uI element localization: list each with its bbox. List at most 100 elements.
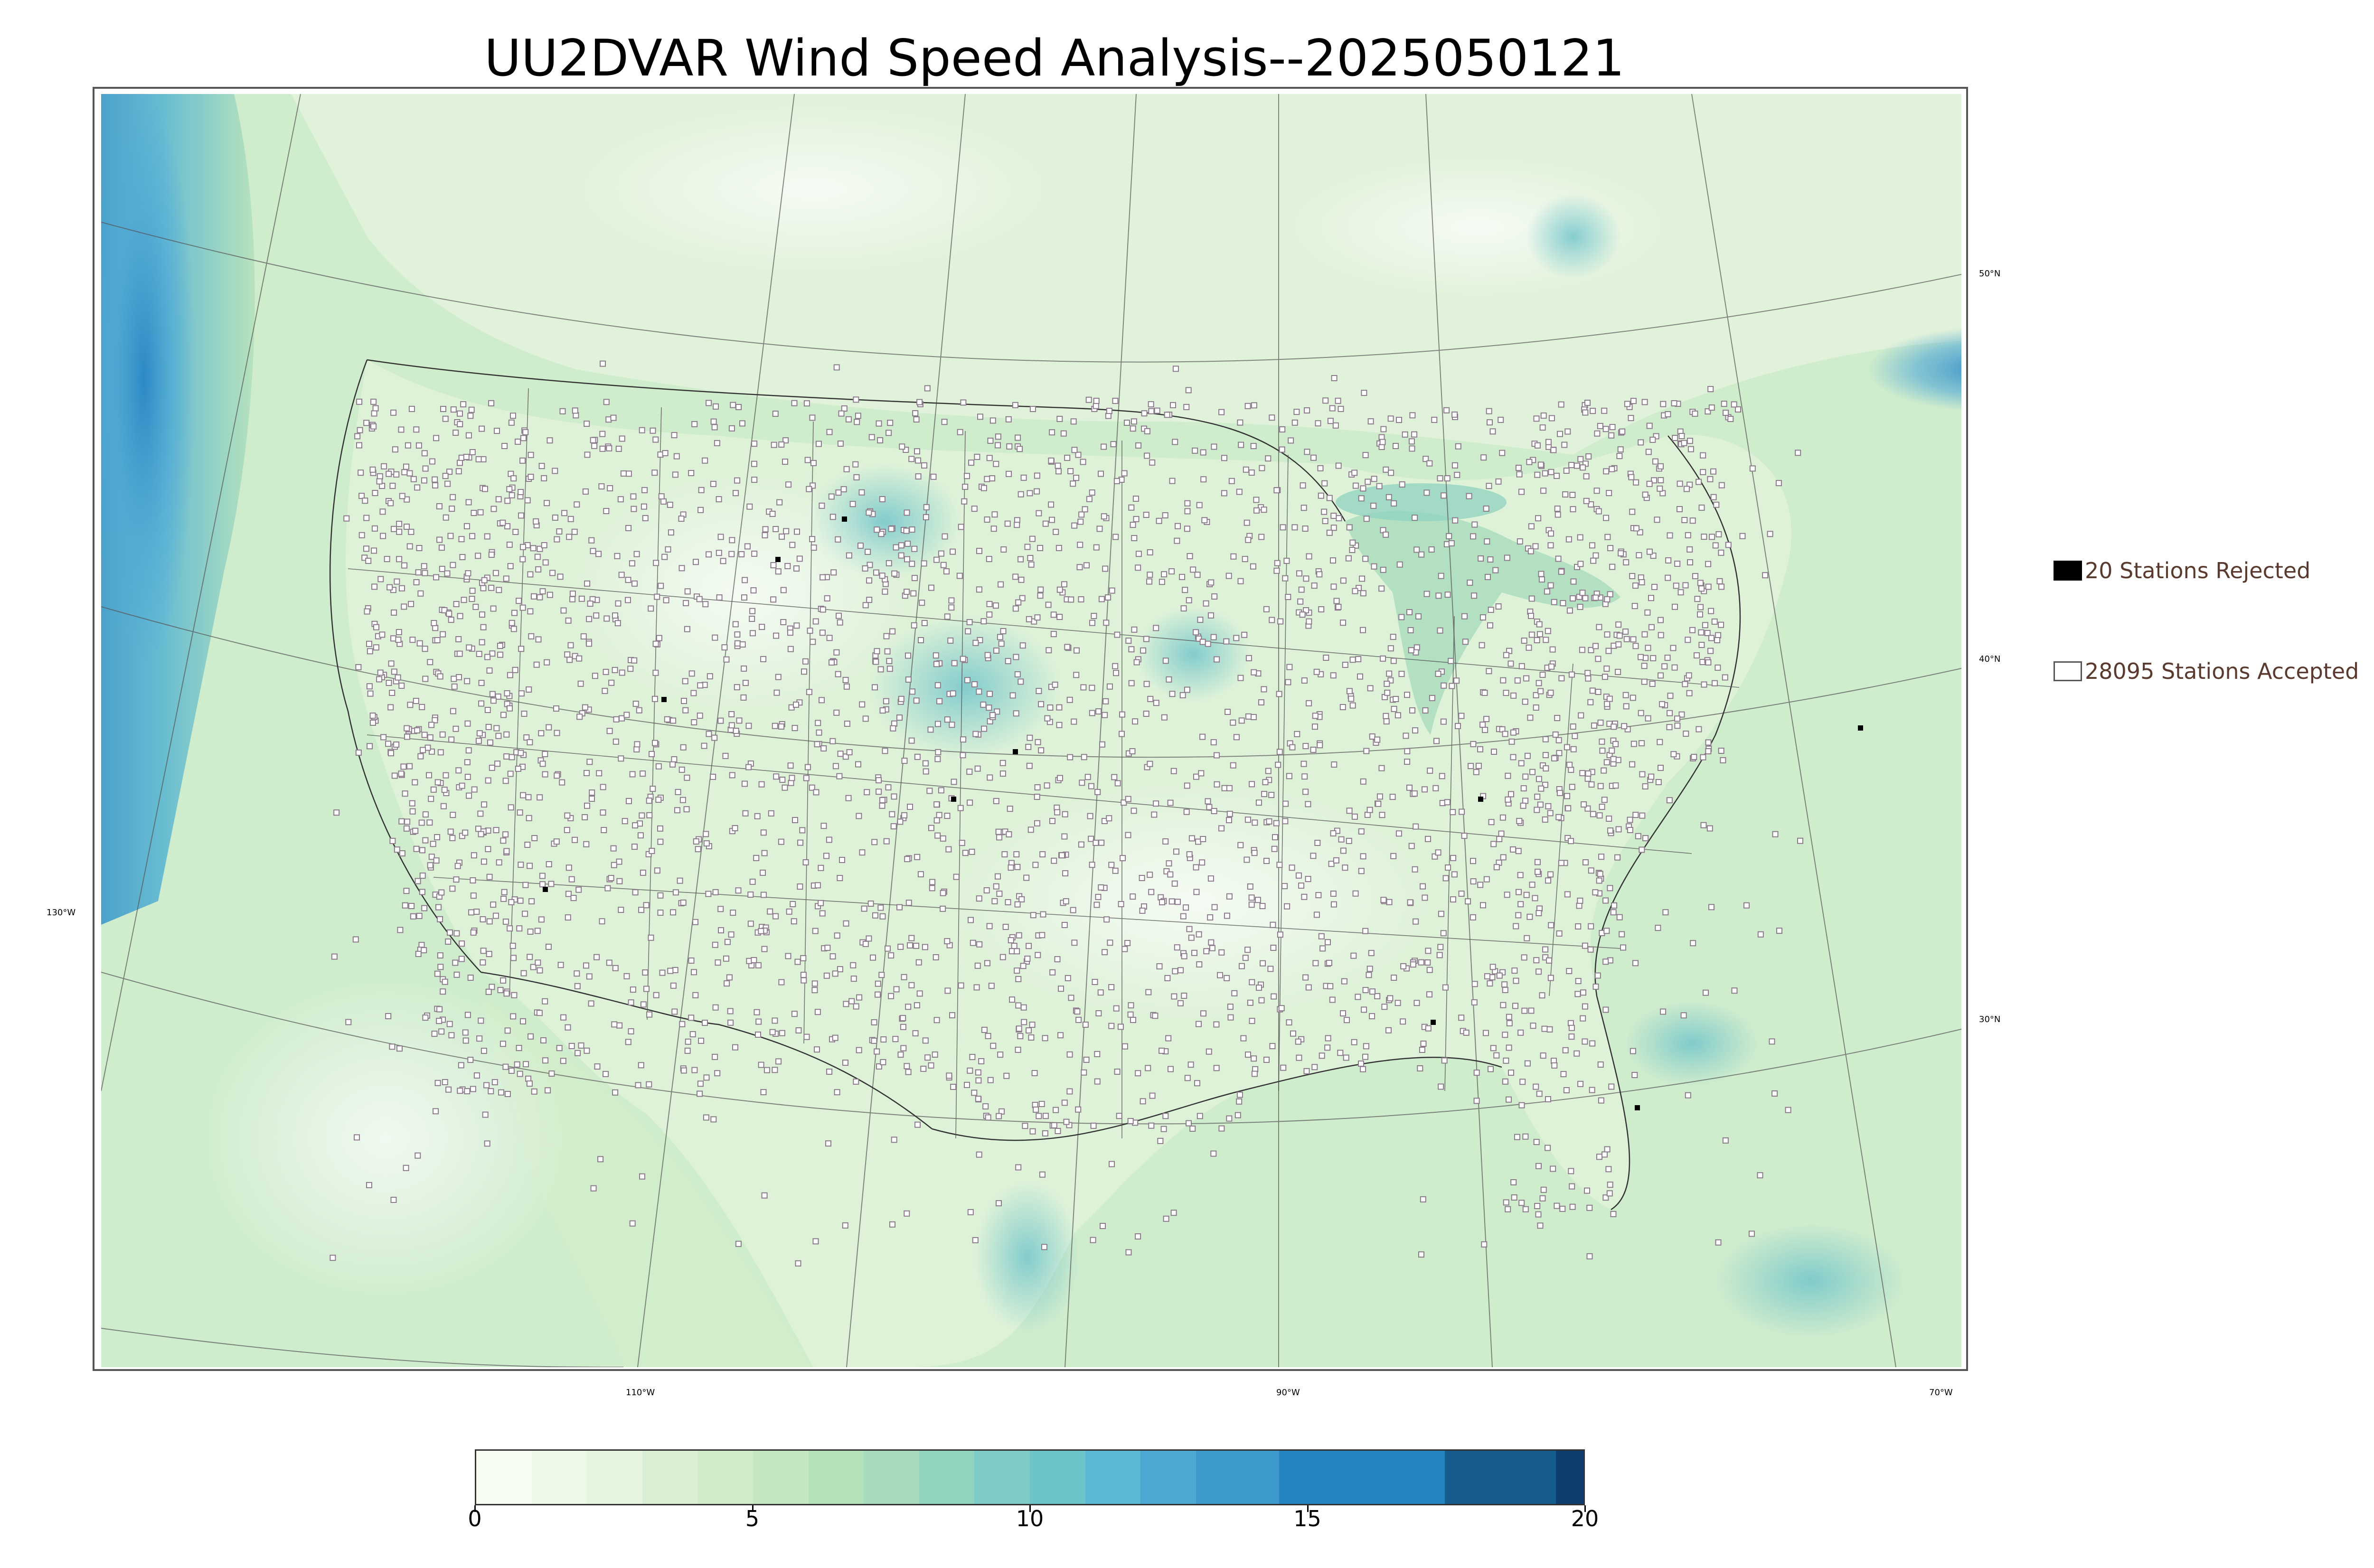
station-marker [668, 529, 674, 536]
station-marker [1412, 515, 1418, 521]
station-marker [1251, 669, 1257, 676]
station-marker [1330, 583, 1337, 590]
station-marker [1485, 573, 1491, 580]
station-marker [1413, 918, 1419, 925]
station-marker [1666, 724, 1673, 731]
station-marker [908, 935, 915, 941]
station-marker [1184, 782, 1190, 789]
station-marker [773, 773, 780, 780]
station-marker [935, 749, 942, 755]
station-marker [1289, 744, 1296, 751]
station-marker [1615, 668, 1621, 675]
station-marker [717, 534, 724, 540]
station-marker [1536, 680, 1542, 686]
station-marker [468, 406, 475, 413]
station-marker [1694, 596, 1701, 602]
station-marker [1597, 423, 1603, 429]
station-marker [848, 998, 855, 1005]
colorbar-segment [531, 1451, 587, 1504]
station-marker [911, 545, 918, 552]
station-marker [1184, 686, 1190, 693]
station-marker [769, 510, 776, 517]
station-marker [1501, 981, 1508, 988]
station-marker [1714, 637, 1721, 643]
station-marker [1499, 814, 1506, 821]
station-marker [1436, 952, 1443, 958]
station-marker [690, 690, 697, 696]
station-marker [1685, 1092, 1691, 1099]
station-marker [596, 770, 603, 777]
station-marker [672, 967, 678, 973]
station-marker [520, 435, 527, 441]
station-marker [950, 1084, 957, 1090]
colorbar-tick-label: 15 [1293, 1506, 1321, 1531]
station-marker [1419, 1047, 1425, 1053]
station-marker [1196, 961, 1203, 967]
station-marker [1550, 1165, 1556, 1172]
station-marker [990, 526, 997, 532]
station-marker [467, 413, 474, 419]
station-marker [401, 469, 408, 476]
station-marker [927, 726, 934, 733]
station-marker [809, 536, 816, 543]
station-marker [1514, 677, 1521, 684]
station-marker [991, 898, 998, 904]
station-marker [1135, 442, 1142, 449]
station-marker [728, 425, 735, 432]
station-marker [739, 420, 745, 427]
station-marker [729, 537, 735, 544]
station-marker [586, 640, 593, 647]
station-marker [1341, 978, 1347, 985]
station-marker [1130, 418, 1137, 425]
station-marker [924, 385, 931, 392]
station-marker [653, 992, 659, 998]
station-marker [1261, 507, 1267, 513]
station-marker [1253, 497, 1260, 503]
parallel-20n [101, 1328, 624, 1367]
station-marker [540, 1037, 546, 1043]
station-marker [1187, 1061, 1194, 1068]
station-marker [559, 779, 565, 786]
station-marker [671, 1008, 678, 1015]
station-marker [1674, 561, 1681, 567]
station-marker [1076, 564, 1083, 571]
station-marker [1148, 401, 1154, 408]
station-marker [823, 853, 829, 859]
station-marker [1068, 995, 1074, 1001]
station-marker [393, 742, 400, 748]
station-marker [1034, 784, 1041, 790]
station-marker [1237, 578, 1244, 584]
station-marker [508, 899, 515, 905]
station-marker [980, 485, 987, 491]
station-marker [887, 420, 894, 426]
station-marker [1190, 566, 1196, 573]
station-marker [1042, 1035, 1048, 1042]
station-marker [1484, 973, 1490, 980]
station-marker [489, 984, 495, 990]
station-marker [1710, 468, 1716, 475]
station-marker [480, 916, 486, 922]
station-marker [1244, 403, 1251, 409]
station-marker [1510, 754, 1517, 761]
station-marker [1678, 433, 1685, 439]
station-marker [1011, 943, 1017, 949]
station-marker [1145, 989, 1152, 995]
station-marker [524, 497, 531, 504]
wind-speed-map[interactable] [101, 94, 1961, 1367]
station-marker [1568, 1168, 1574, 1174]
station-marker [557, 962, 564, 968]
station-marker [1601, 767, 1607, 774]
station-marker [1413, 1000, 1420, 1006]
station-marker [859, 701, 866, 708]
station-marker [1645, 645, 1651, 651]
station-marker [1274, 560, 1281, 566]
station-marker [898, 552, 904, 559]
station-marker [749, 616, 755, 622]
station-marker [1711, 680, 1718, 686]
station-marker [1556, 789, 1563, 796]
station-marker [845, 416, 852, 423]
station-marker [575, 886, 582, 893]
station-marker [730, 402, 736, 408]
station-marker [1616, 453, 1623, 460]
station-marker [1008, 937, 1014, 944]
